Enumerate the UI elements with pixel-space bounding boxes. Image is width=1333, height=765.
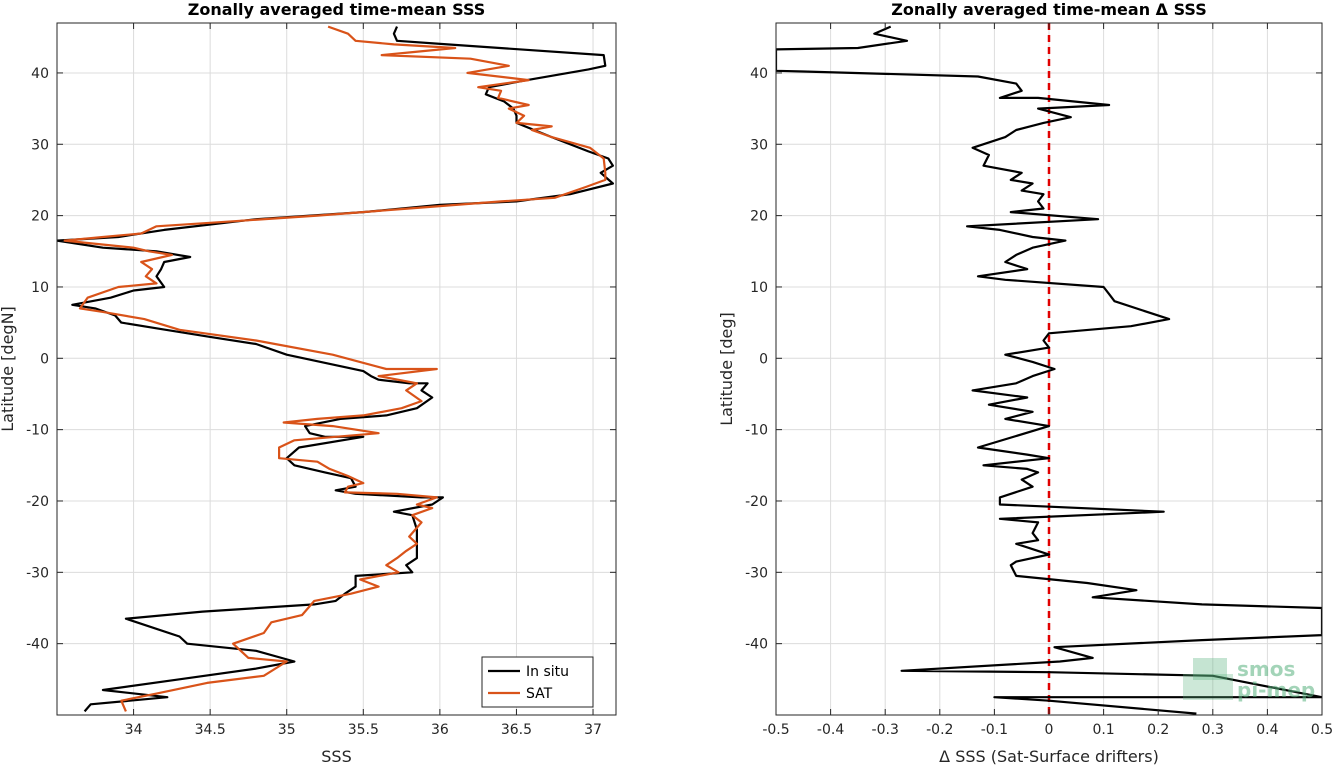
y-tick-label: 30: [31, 137, 49, 153]
y-tick-label: 40: [750, 66, 768, 82]
right-panel-delta-sss-profile: -0.5 -0.4 -0.3 -0.2 -0.1 0 0.1 0.2 0.3 0.4 0.5 -40 -…: [717, 0, 1333, 765]
watermark-line1: smos: [1237, 657, 1295, 681]
y-axis-label: Latitude [deg]: [717, 312, 736, 426]
x-tick-label: -0.3: [872, 722, 899, 738]
x-tick-label: 34.5: [195, 722, 226, 738]
x-axis-label: Δ SSS (Sat-Surface drifters): [939, 747, 1159, 765]
y-tick-label: 0: [40, 351, 49, 367]
watermark-line2: pi-mep: [1237, 678, 1315, 702]
legend-box: [481, 656, 594, 708]
x-tick-label: 0.3: [1202, 722, 1224, 738]
y-tick-label: 10: [750, 280, 768, 296]
y-tick-label: 10: [31, 280, 49, 296]
x-tick-label: 35.5: [348, 722, 379, 738]
y-tick-label: -10: [26, 423, 49, 439]
left-panel-sss-profile: 34 34.5 35 35.5 36 36.5 37 -40 -30 -20 -10 0 10 20 30 4…: [0, 0, 617, 765]
y-axis-label: Latitude [degN]: [0, 306, 17, 432]
chart-title: Zonally averaged time-mean SSS: [188, 0, 486, 19]
x-tick-label: -0.1: [981, 722, 1008, 738]
y-tick-label: -40: [745, 637, 768, 653]
x-tick-label: 36: [431, 722, 449, 738]
y-tick-label: -20: [745, 494, 768, 510]
x-tick-label: 0.5: [1311, 722, 1333, 738]
x-tick-label: 0.4: [1256, 722, 1278, 738]
series-sat-line: [63, 25, 607, 712]
y-tick-label: 30: [750, 137, 768, 153]
x-tick-label: 37: [584, 722, 602, 738]
legend-label: In situ: [526, 664, 569, 680]
legend: In situ SAT: [481, 656, 594, 708]
x-tick-label: 0: [1045, 722, 1054, 738]
axes-frame: [56, 22, 617, 716]
x-tick-label: 34: [125, 722, 143, 738]
x-tick-label: 36.5: [501, 722, 532, 738]
y-tick-label: -40: [26, 637, 49, 653]
watermark-map-shape: [1183, 674, 1233, 700]
x-tick-label: -0.5: [762, 722, 789, 738]
x-axis-label: SSS: [321, 747, 351, 765]
x-tick-label: 35: [278, 722, 296, 738]
x-tick-label: -0.2: [926, 722, 953, 738]
x-tick-label: -0.4: [817, 722, 844, 738]
y-tick-label: -10: [745, 423, 768, 439]
y-tick-label: -30: [745, 565, 768, 581]
legend-label: SAT: [526, 686, 553, 702]
y-tick-label: 20: [31, 209, 49, 225]
y-tick-label: 20: [750, 209, 768, 225]
watermark-map-shape: [1193, 658, 1227, 680]
delta-sss-line: [776, 25, 1322, 715]
y-tick-label: 40: [31, 66, 49, 82]
plot-area: [57, 23, 616, 715]
y-tick-label: -20: [26, 494, 49, 510]
x-tick-label: 0.2: [1147, 722, 1169, 738]
y-tick-label: -30: [26, 565, 49, 581]
chart-title: Zonally averaged time-mean Δ SSS: [891, 0, 1207, 19]
x-tick-label: 0.1: [1092, 722, 1114, 738]
y-tick-label: 0: [759, 351, 768, 367]
